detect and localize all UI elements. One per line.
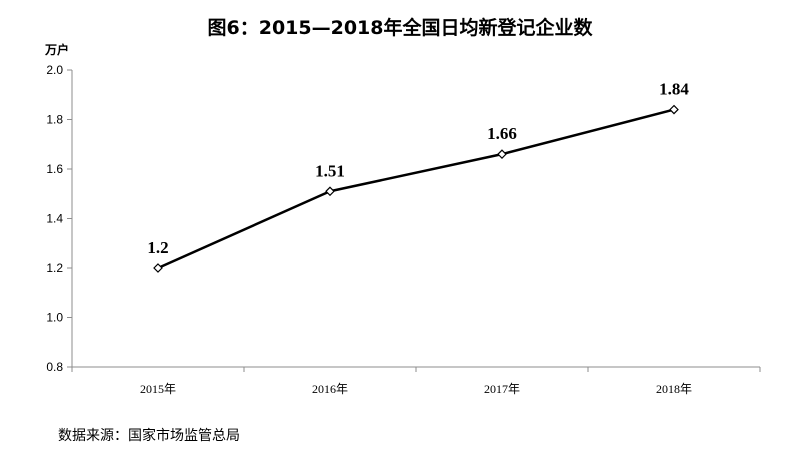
y-tick-label: 0.8	[46, 360, 63, 374]
y-tick-label: 1.2	[46, 261, 63, 275]
tick-labels: 0.8 1.0 1.2 1.4 1.6 1.8 2.0 2015年 2016年 2017年 2018…	[46, 63, 692, 396]
x-tick-label: 2017年	[484, 382, 520, 396]
series-polyline	[157, 108, 675, 270]
series-line	[153, 104, 679, 273]
y-tick-label: 1.4	[46, 212, 63, 226]
data-point-marker	[325, 186, 335, 197]
data-labels: 1.2 1.51 1.66 1.84	[147, 80, 689, 257]
chart-title: 图6：2015—2018年全国日均新登记企业数	[208, 16, 594, 39]
y-tick-label: 1.0	[46, 311, 63, 325]
data-label: 1.66	[487, 124, 517, 143]
data-source: 数据来源：国家市场监管总局	[58, 427, 240, 444]
x-tick-label: 2016年	[312, 382, 348, 396]
data-point-marker	[669, 104, 679, 115]
data-point-marker	[153, 263, 163, 273]
y-axis-unit: 万户	[44, 42, 69, 57]
y-tick-label: 1.6	[46, 162, 63, 176]
y-tick-label: 1.8	[46, 113, 63, 127]
y-tick-label: 2.0	[46, 63, 63, 77]
x-tick-label: 2015年	[140, 382, 176, 396]
data-label: 1.2	[147, 238, 168, 257]
data-point-marker	[497, 149, 507, 159]
x-tick-label: 2018年	[656, 382, 692, 396]
data-label: 1.51	[315, 161, 345, 180]
axes	[67, 69, 761, 372]
data-label: 1.84	[659, 80, 689, 99]
